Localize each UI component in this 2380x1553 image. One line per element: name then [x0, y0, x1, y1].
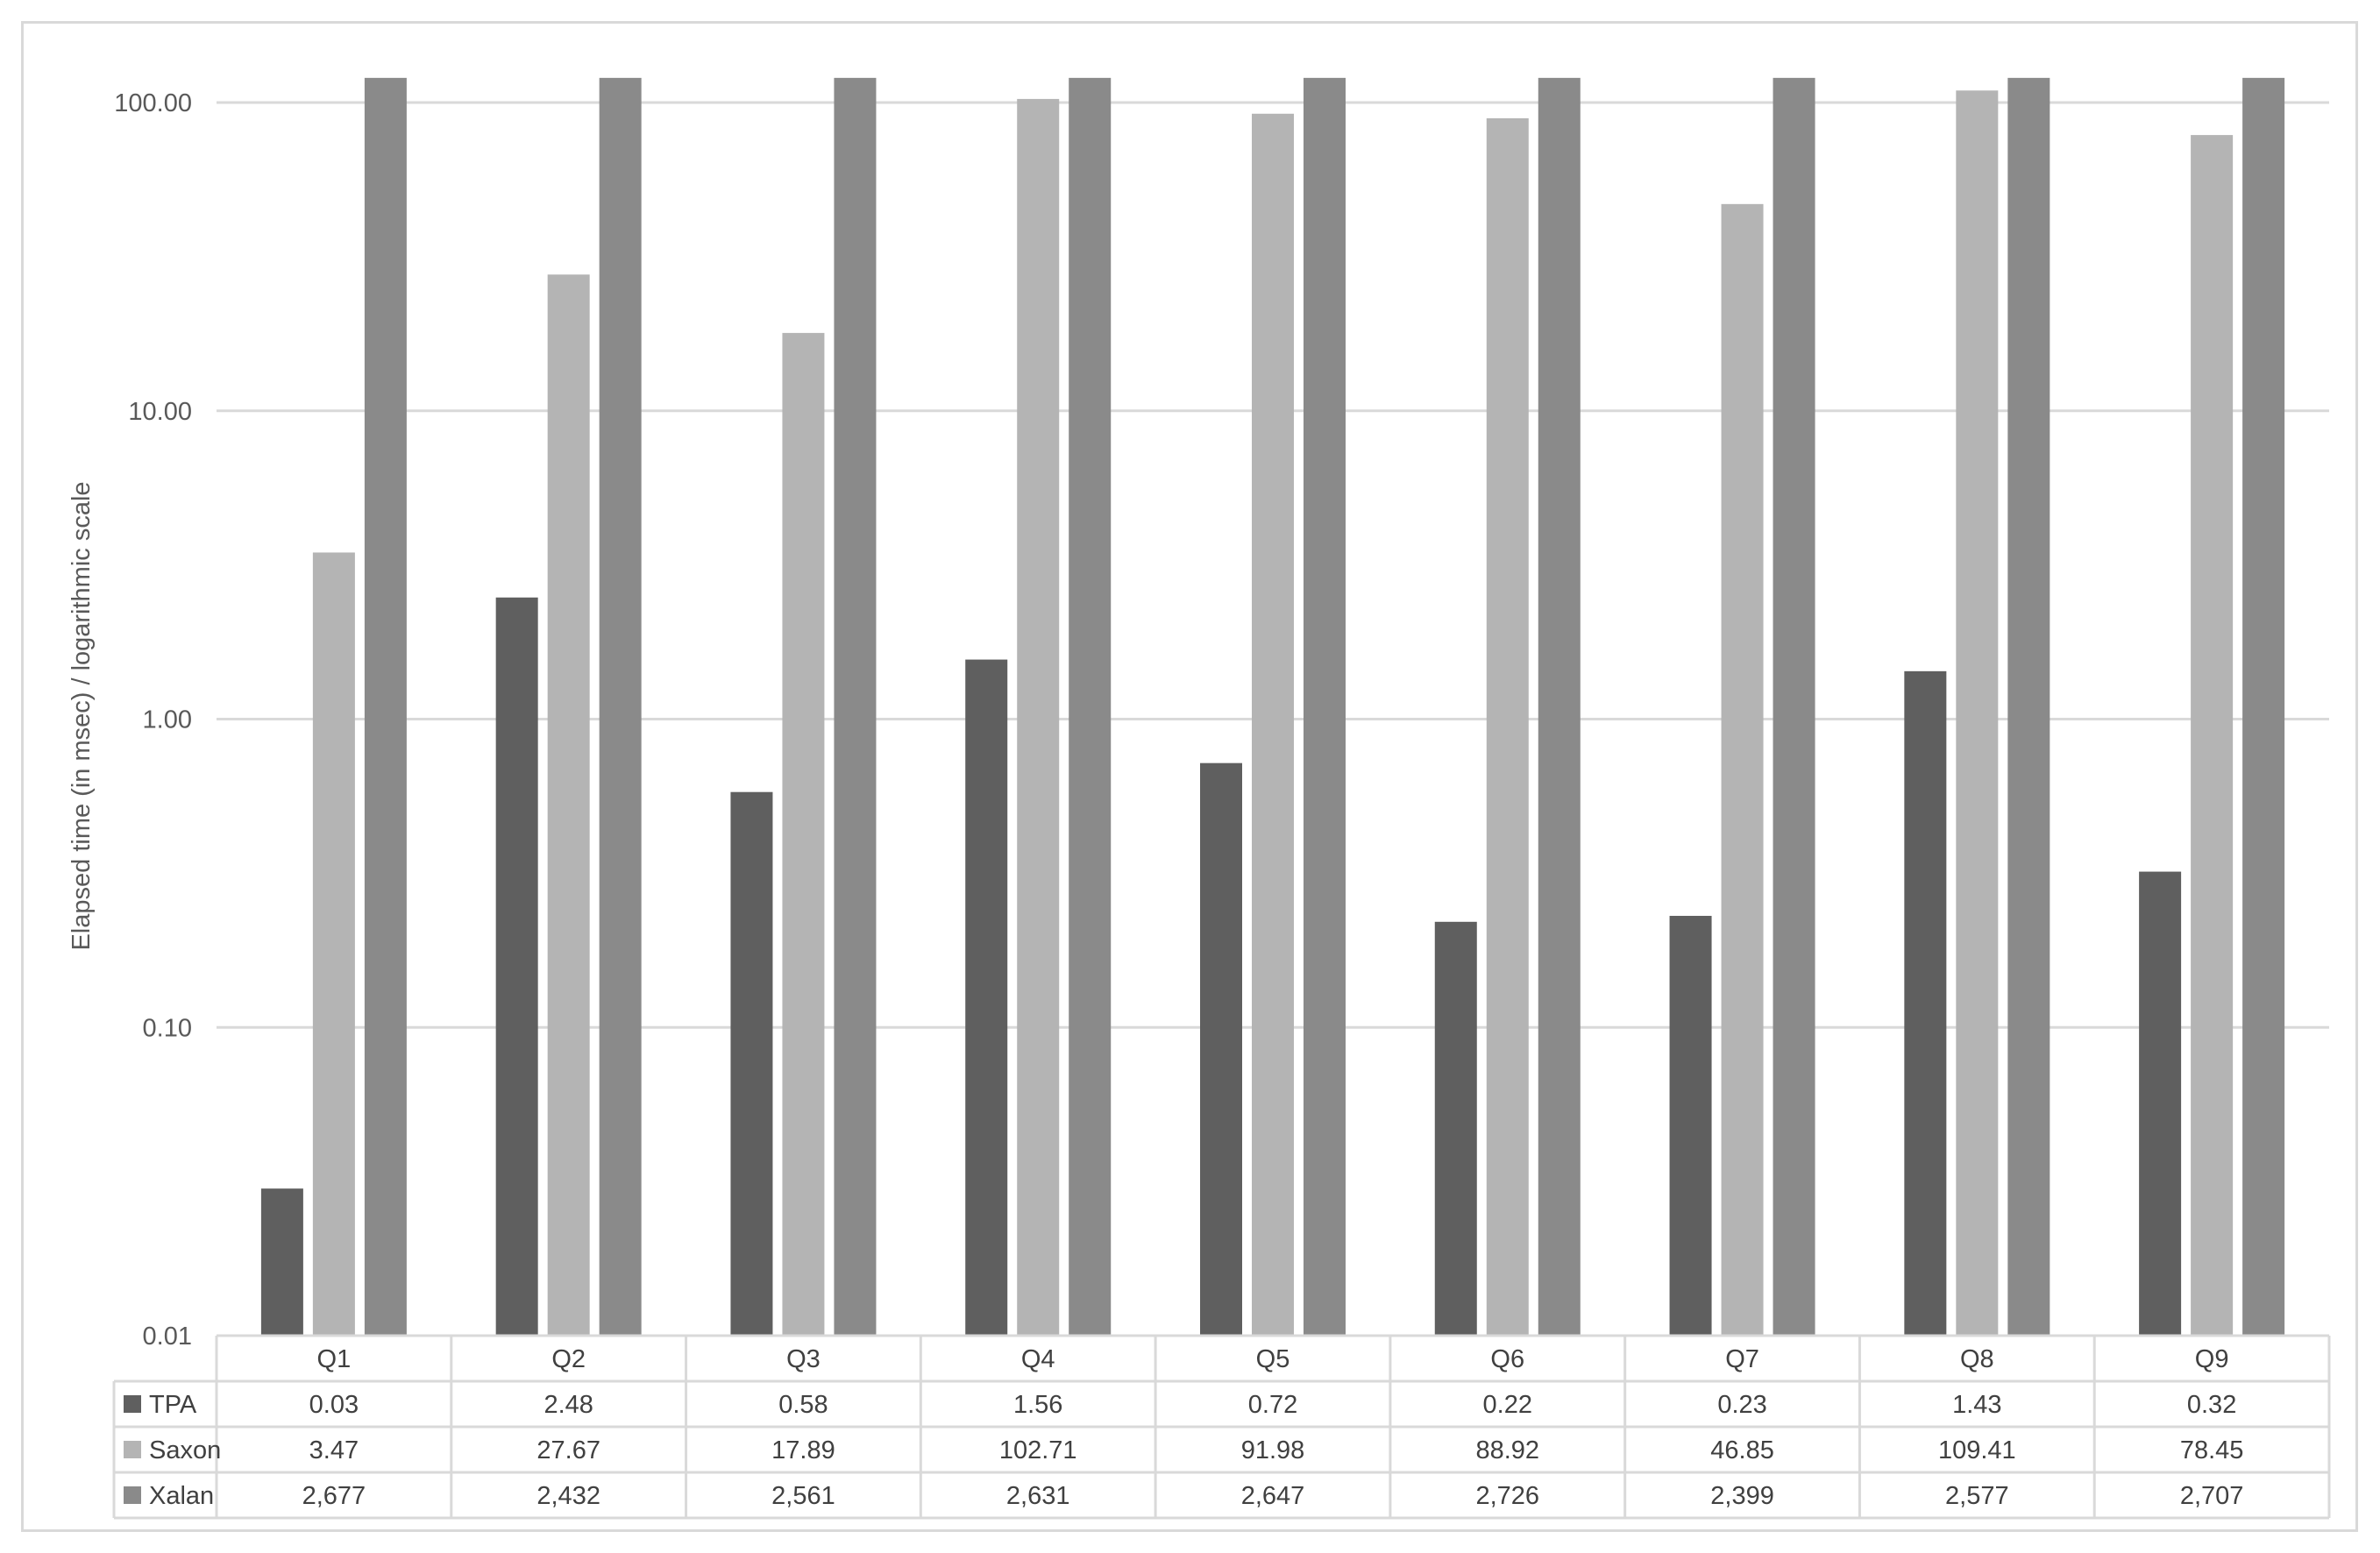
data-label: 0.72 [1248, 1391, 1297, 1419]
data-label: 0.22 [1483, 1391, 1532, 1419]
data-label: 2,677 [302, 1482, 366, 1510]
data-label: 17.89 [771, 1436, 835, 1464]
bar-tpa-q4 [965, 659, 1008, 1336]
y-tick-label: 10.00 [128, 398, 192, 426]
bar-xalan-q5 [1304, 77, 1346, 1337]
category-label: Q9 [2195, 1345, 2229, 1373]
y-tick-label: 1.00 [143, 706, 192, 734]
data-label: 0.32 [2187, 1391, 2236, 1419]
category-label: Q7 [1725, 1345, 1759, 1373]
legend-key-xalan [124, 1486, 141, 1504]
category-label: Q2 [551, 1345, 586, 1373]
category-label: Q3 [786, 1345, 821, 1373]
legend-key-saxon [124, 1441, 141, 1458]
bar-saxon-q5 [1252, 113, 1294, 1336]
bar-xalan-q8 [2007, 77, 2050, 1337]
data-label: 2,647 [1241, 1482, 1305, 1510]
data-label: 1.56 [1013, 1391, 1062, 1419]
data-label: 2,707 [2180, 1482, 2244, 1510]
bar-tpa-q3 [730, 791, 773, 1336]
bar-saxon-q3 [782, 332, 825, 1337]
bar-saxon-q4 [1017, 98, 1060, 1336]
data-label: 2,631 [1006, 1482, 1070, 1510]
bar-xalan-q4 [1069, 77, 1112, 1337]
data-label: 27.67 [536, 1436, 600, 1464]
legend-label: Saxon [149, 1436, 221, 1464]
bar-xalan-q6 [1538, 77, 1581, 1337]
bar-saxon-q7 [1721, 203, 1764, 1337]
data-label: 102.71 [999, 1436, 1077, 1464]
category-label: Q8 [1960, 1345, 1994, 1373]
bar-tpa-q8 [1904, 670, 1947, 1336]
y-axis-ticks: 0.01 0.10 1.00 10.00 100.00 [114, 89, 192, 1351]
bar-saxon-q1 [312, 552, 355, 1336]
bar-chart: 0.01 0.10 1.00 10.00 100.00 Q1 Q2 Q3 Q4 Q5 Q6 Q7 Q8… [67, 77, 2331, 1520]
data-label: 0.03 [309, 1391, 359, 1419]
bars [260, 77, 2285, 1337]
legend-label: Xalan [149, 1482, 214, 1510]
data-label: 2.48 [543, 1391, 593, 1419]
chart-frame: 0.01 0.10 1.00 10.00 100.00 Q1 Q2 Q3 Q4 Q5 Q6 Q7 Q8… [21, 21, 2358, 1532]
bar-tpa-q1 [260, 1188, 303, 1336]
data-label: 78.45 [2180, 1436, 2244, 1464]
bar-saxon-q6 [1486, 117, 1529, 1336]
data-label: 109.41 [1938, 1436, 2016, 1464]
bar-xalan-q9 [2242, 77, 2285, 1337]
bar-tpa-q9 [2139, 871, 2182, 1336]
bar-tpa-q2 [495, 597, 538, 1336]
data-label: 0.23 [1717, 1391, 1766, 1419]
bar-saxon-q8 [1956, 90, 1999, 1336]
category-label: Q6 [1490, 1345, 1524, 1373]
data-table: Q1 Q2 Q3 Q4 Q5 Q6 Q7 Q8 Q9 TPA 0.03 2.48 0.58 1.56 0.7… [112, 1334, 2331, 1520]
data-label: 91.98 [1241, 1436, 1305, 1464]
data-label: 2,399 [1710, 1482, 1774, 1510]
bar-xalan-q1 [364, 77, 407, 1337]
y-axis-title: Elapsed time (in msec) / logarithmic sca… [67, 481, 96, 950]
bar-xalan-q2 [599, 77, 642, 1337]
category-label: Q1 [317, 1345, 352, 1373]
data-label: 2,432 [536, 1482, 600, 1510]
y-tick-label: 100.00 [114, 89, 192, 117]
legend-label: TPA [149, 1391, 197, 1419]
bar-xalan-q3 [834, 77, 877, 1337]
data-label: 2,561 [771, 1482, 835, 1510]
data-label: 0.58 [778, 1391, 828, 1419]
data-label: 1.43 [1952, 1391, 2001, 1419]
data-label: 2,726 [1475, 1482, 1539, 1510]
bar-xalan-q7 [1773, 77, 1815, 1337]
category-label: Q5 [1256, 1345, 1290, 1373]
bar-saxon-q9 [2191, 135, 2234, 1337]
bar-saxon-q2 [547, 274, 590, 1336]
data-label: 88.92 [1475, 1436, 1539, 1464]
legend-key-tpa [124, 1395, 141, 1413]
bar-tpa-q6 [1434, 921, 1477, 1336]
y-tick-label: 0.01 [143, 1323, 192, 1351]
bar-tpa-q7 [1669, 916, 1712, 1336]
data-label: 2,577 [1945, 1482, 2009, 1510]
bar-tpa-q5 [1200, 762, 1242, 1336]
data-label: 46.85 [1710, 1436, 1774, 1464]
data-label: 3.47 [309, 1436, 359, 1464]
category-label: Q4 [1021, 1345, 1055, 1373]
y-tick-label: 0.10 [143, 1014, 192, 1042]
